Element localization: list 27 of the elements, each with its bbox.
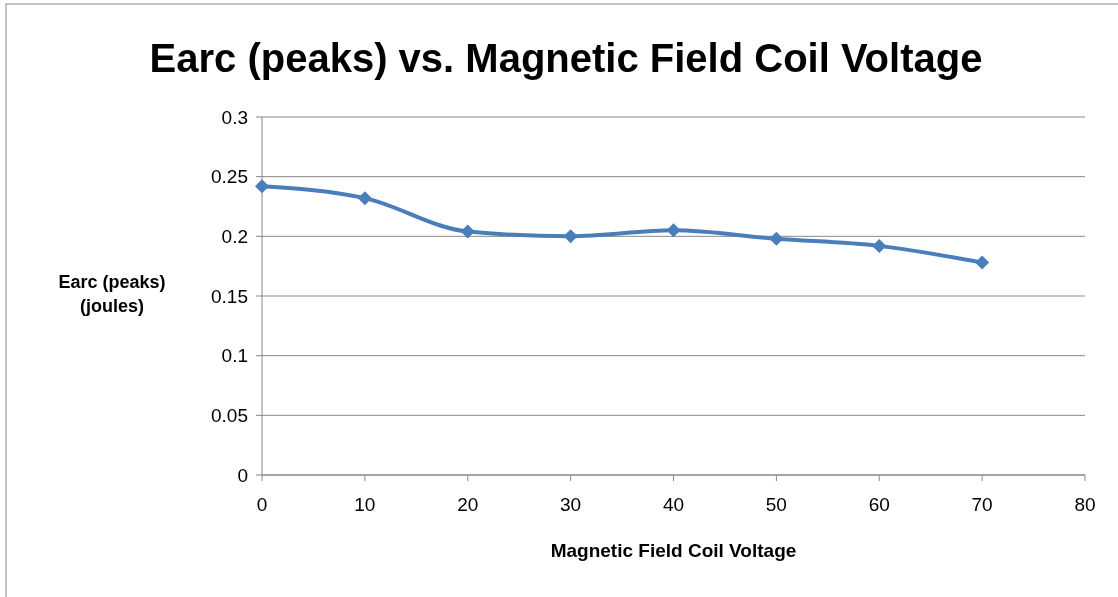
point (460, 224, 475, 239)
x-tick-label: 10 (354, 494, 376, 515)
y-axis-title: Earc (peaks) (joules) (58, 272, 166, 316)
y-tick-label: 0.1 (221, 345, 248, 367)
x-tick-label: 0 (256, 494, 268, 515)
x-tick-label: 80 (1074, 494, 1096, 515)
x-tick-label: 60 (868, 494, 890, 515)
chart-title: Earc (peaks) vs. Magnetic Field Coil Voltage (149, 36, 983, 80)
point (563, 229, 578, 244)
point (255, 179, 269, 194)
point (975, 255, 990, 270)
x-tick-label: 50 (765, 494, 787, 515)
point (872, 238, 887, 253)
y-tick-label: 0.25 (211, 166, 248, 188)
point (357, 191, 372, 206)
x-tick-label: 40 (662, 494, 685, 515)
x-tick-label: 20 (457, 494, 479, 515)
y-tick-label: 0.05 (211, 404, 248, 426)
point (769, 231, 784, 246)
y-tick-label: 0.3 (221, 106, 248, 128)
x-tick-label: 70 (971, 494, 993, 515)
x-tick-label: 30 (560, 494, 582, 515)
x-axis-title: Magnetic Field Coil Voltage (550, 540, 797, 561)
y-tick-label: 0.15 (211, 285, 248, 307)
point (666, 223, 681, 238)
y-tick-label: 0 (237, 464, 248, 486)
y-tick-label: 0.2 (221, 225, 248, 247)
